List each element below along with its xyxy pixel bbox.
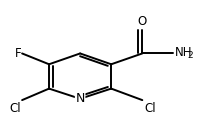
Text: 2: 2: [188, 51, 193, 60]
Text: F: F: [14, 47, 21, 60]
Text: NH: NH: [175, 46, 192, 59]
Text: O: O: [138, 15, 147, 28]
Text: Cl: Cl: [9, 102, 21, 115]
Text: N: N: [75, 92, 85, 105]
Text: Cl: Cl: [144, 102, 156, 115]
